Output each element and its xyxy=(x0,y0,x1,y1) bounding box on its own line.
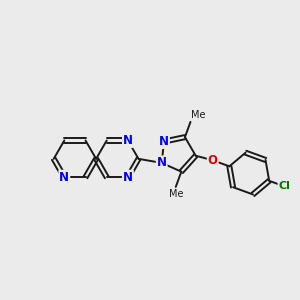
Text: N: N xyxy=(123,171,133,184)
Text: N: N xyxy=(157,156,167,170)
Text: N: N xyxy=(59,171,69,184)
Text: Me: Me xyxy=(191,110,206,120)
Text: N: N xyxy=(123,134,133,147)
Text: N: N xyxy=(159,135,169,148)
Text: Me: Me xyxy=(169,189,183,199)
Text: Cl: Cl xyxy=(278,182,290,191)
Text: O: O xyxy=(208,154,218,167)
